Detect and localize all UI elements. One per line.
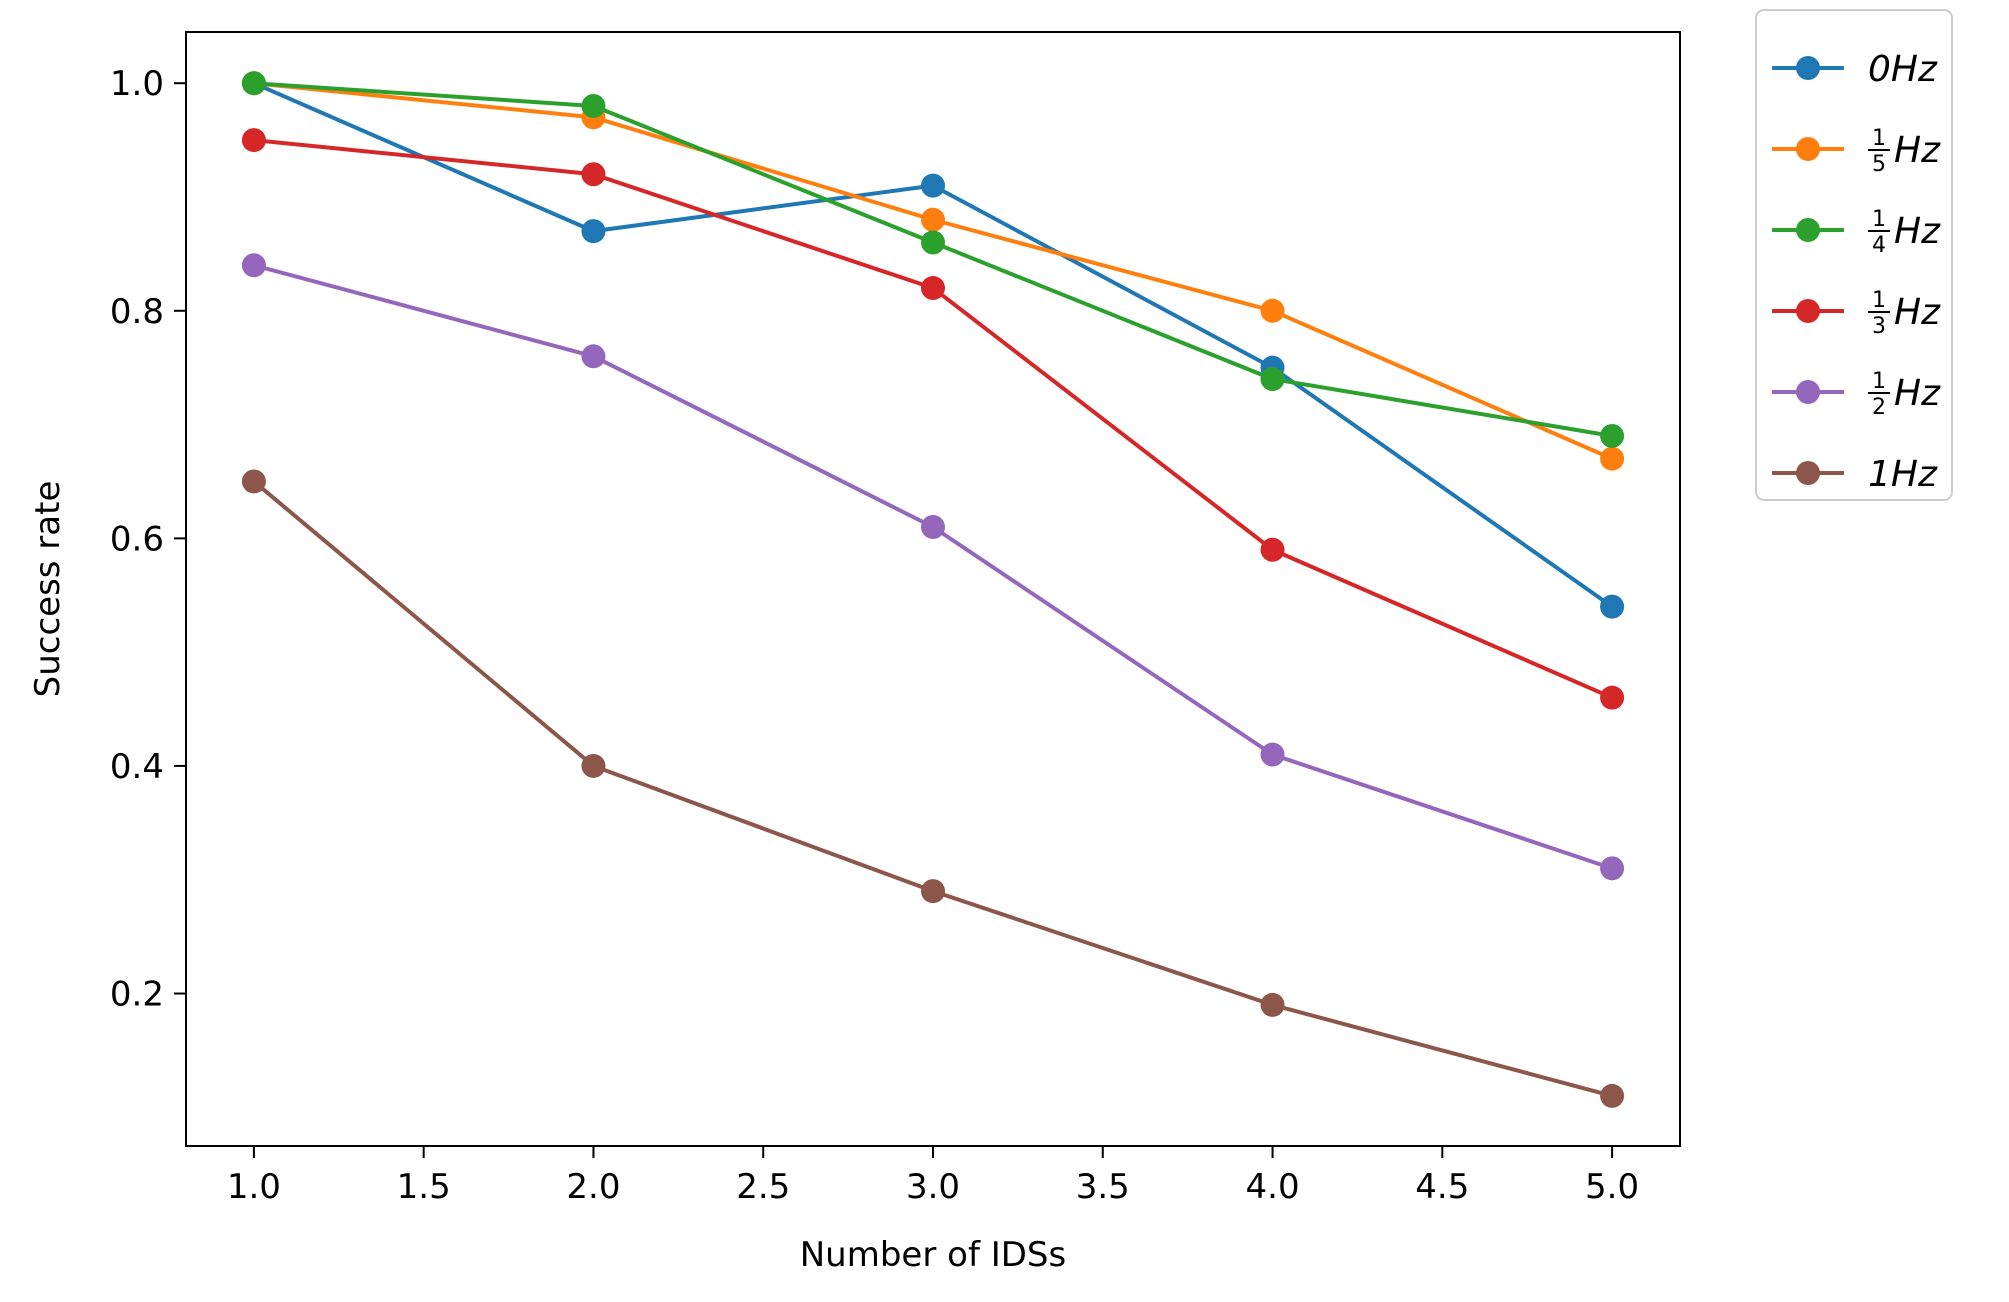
legend-frac-num: 1 — [1872, 369, 1886, 394]
legend-marker — [1796, 461, 1820, 485]
x-tick-label: 1.5 — [397, 1167, 451, 1207]
x-tick-label: 1.0 — [227, 1167, 281, 1207]
data-point — [241, 71, 266, 96]
legend-frac-den: 2 — [1872, 395, 1886, 420]
data-point — [241, 253, 266, 278]
legend-item: 15 Hz — [1772, 126, 1941, 177]
legend-label: Hz — [1894, 130, 1941, 171]
legend-marker — [1796, 380, 1820, 404]
series-line — [251, 262, 1615, 871]
data-point — [921, 230, 945, 255]
legend-frac-num: 1 — [1872, 207, 1886, 232]
legend-frame — [1755, 9, 1953, 501]
legend-item: 14 Hz — [1772, 207, 1941, 258]
x-axis-label: Number of IDSs — [800, 1235, 1066, 1275]
legend-item: 12 Hz — [1772, 369, 1941, 420]
data-point — [581, 93, 606, 118]
series-3 — [241, 71, 1625, 448]
data-point — [1600, 594, 1625, 619]
legend-item: 1Hz — [1772, 454, 1938, 495]
data-point — [581, 344, 606, 369]
data-point — [581, 219, 606, 244]
data-point — [1600, 1083, 1625, 1108]
plot-frame — [185, 31, 1681, 1147]
data-point — [921, 173, 945, 198]
series-6 — [241, 469, 1625, 1108]
legend-frac-den: 4 — [1872, 233, 1886, 258]
data-point — [921, 514, 945, 539]
legend-label: 0Hz — [1868, 49, 1938, 90]
y-tick-label: 0.6 — [110, 519, 164, 559]
data-point — [1260, 367, 1285, 392]
data-point — [241, 128, 266, 153]
data-point — [1600, 446, 1625, 471]
y-tick-label: 0.4 — [110, 747, 164, 787]
data-point — [1260, 742, 1285, 767]
series-5 — [241, 253, 1625, 881]
x-tick-label: 2.0 — [566, 1167, 620, 1207]
y-axis: 0.2 0.4 0.6 0.8 1.0 — [110, 64, 186, 1015]
series-2 — [241, 71, 1625, 471]
legend-frac-num: 1 — [1872, 288, 1886, 313]
data-point — [1600, 423, 1625, 448]
y-axis-label: Success rate — [28, 481, 68, 698]
legend-frac-den: 5 — [1872, 152, 1886, 177]
data-point — [1260, 992, 1285, 1017]
data-point — [921, 879, 945, 904]
y-tick-label: 0.2 — [110, 975, 164, 1015]
data-point — [921, 276, 945, 301]
x-tick-label: 3.0 — [906, 1167, 960, 1207]
legend-frac-num: 1 — [1872, 126, 1886, 151]
legend-marker — [1796, 56, 1820, 80]
y-tick-label: 0.8 — [110, 292, 164, 332]
x-tick-label: 4.5 — [1415, 1167, 1469, 1207]
data-point — [241, 469, 266, 494]
x-tick-label: 4.0 — [1246, 1167, 1300, 1207]
legend-marker — [1796, 299, 1820, 323]
data-point — [581, 753, 606, 778]
legend-label: Hz — [1894, 211, 1941, 252]
data-point — [1260, 537, 1285, 562]
legend-label: Hz — [1894, 373, 1941, 414]
plot-area — [185, 31, 1681, 1147]
legend-item: 13 Hz — [1772, 288, 1941, 339]
x-tick-label: 2.5 — [736, 1167, 790, 1207]
data-point — [1260, 298, 1285, 323]
x-tick-label: 3.5 — [1076, 1167, 1130, 1207]
series-line — [251, 81, 1615, 439]
x-axis: 1.0 1.5 2.0 2.5 3.0 3.5 4.0 4.5 5.0 — [227, 1146, 1639, 1207]
legend-label: 1Hz — [1868, 454, 1938, 495]
legend-label: Hz — [1894, 292, 1941, 333]
series-line — [251, 478, 1615, 1099]
legend-marker — [1796, 137, 1820, 161]
legend-item: 0Hz — [1772, 49, 1938, 90]
data-point — [1600, 856, 1625, 881]
y-tick-label: 1.0 — [110, 64, 164, 104]
x-tick-label: 5.0 — [1585, 1167, 1639, 1207]
data-point — [921, 207, 945, 232]
legend-marker — [1796, 218, 1820, 242]
legend-frac-den: 3 — [1872, 314, 1886, 339]
data-point — [1600, 685, 1625, 710]
series-4 — [241, 128, 1625, 710]
data-point — [581, 162, 606, 187]
